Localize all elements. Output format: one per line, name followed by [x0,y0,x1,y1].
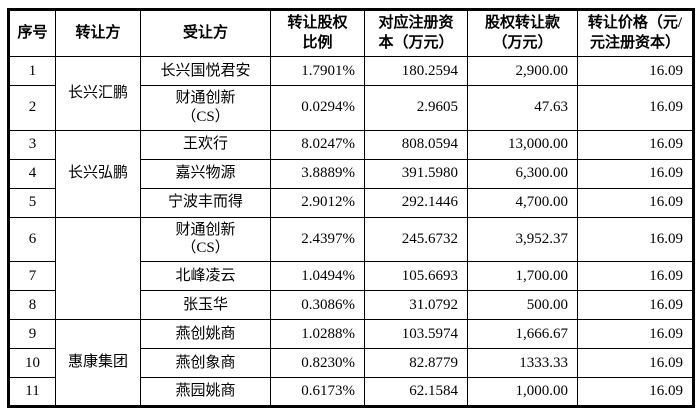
cell-transferee: 长兴国悦君安 [140,56,271,86]
cell-registered-capital: 808.0594 [364,129,468,160]
cell-transferee: 王欢行 [140,129,271,160]
cell-transfer-payment: 6,300.00 [467,158,578,189]
cell-transferee: 宁波丰而得 [140,187,271,218]
column-header-price: 转让价格（元/ 元注册资本） [577,9,694,57]
cell-transfer-price: 16.09 [577,261,694,291]
cell-serial-number: 6 [8,216,56,262]
cell-serial-number: 9 [8,319,56,349]
cell-transfer-ratio: 8.0247% [270,129,365,160]
cell-transfer-ratio: 3.8889% [270,158,365,189]
cell-registered-capital: 105.6693 [364,261,468,291]
cell-serial-number: 11 [8,377,56,407]
cell-serial-number: 4 [8,158,56,189]
cell-transfer-ratio: 0.3086% [270,290,365,320]
cell-transfer-ratio: 0.8230% [270,348,365,378]
cell-transferor [55,216,141,320]
table-body: 1 长兴汇鹏 长兴国悦君安 1.7901% 180.2594 2,900.00 16.09 2… [8,56,694,407]
cell-transfer-price: 16.09 [577,158,694,189]
cell-transfer-payment: 1333.33 [467,348,578,378]
cell-transferor: 惠康集团 [55,319,141,407]
cell-transfer-ratio: 1.0288% [270,319,365,349]
cell-transferee: 财通创新 （CS） [140,216,271,262]
table-row: 5 宁波丰而得 2.9012% 292.1446 4,700.00 16.09 [8,187,694,218]
cell-transfer-payment: 4,700.00 [467,187,578,218]
cell-transferee: 燕园姚商 [140,377,271,407]
cell-transfer-price: 16.09 [577,348,694,378]
cell-transfer-price: 16.09 [577,129,694,160]
cell-registered-capital: 391.5980 [364,158,468,189]
cell-transfer-payment: 1,666.67 [467,319,578,349]
column-header-transferor: 转让方 [55,9,141,57]
cell-transferee: 财通创新 （CS） [140,85,271,131]
column-header-payment: 股权转让款 （万元） [467,9,578,57]
cell-transferee: 燕创象商 [140,348,271,378]
cell-serial-number: 7 [8,261,56,291]
column-header-capital: 对应注册资 本（万元） [364,9,468,57]
cell-transfer-payment: 47.63 [467,85,578,131]
cell-transferor: 长兴弘鹏 [55,129,141,218]
cell-transferor: 长兴汇鹏 [55,56,141,131]
cell-registered-capital: 103.5974 [364,319,468,349]
table-row: 3 长兴弘鹏 王欢行 8.0247% 808.0594 13,000.00 16.09 [8,129,694,218]
column-header-seq: 序号 [8,9,56,57]
cell-transfer-price: 16.09 [577,187,694,218]
cell-transfer-ratio: 1.0494% [270,261,365,291]
table-row: 2 财通创新 （CS） 0.0294% 2.9605 47.63 16.09 [8,85,694,131]
cell-transfer-payment: 1,000.00 [467,377,578,407]
cell-transfer-price: 16.09 [577,377,694,407]
cell-transfer-price: 16.09 [577,56,694,86]
cell-transfer-ratio: 2.9012% [270,187,365,218]
cell-transfer-price: 16.09 [577,216,694,262]
table-header: 序号 转让方 受让方 转让股权 比例 对应注册资 本（万元） 股权转让款 （万元） 转让价格… [8,9,694,57]
cell-serial-number: 8 [8,290,56,320]
cell-serial-number: 10 [8,348,56,378]
cell-registered-capital: 2.9605 [364,85,468,131]
cell-registered-capital: 245.6732 [364,216,468,262]
cell-registered-capital: 180.2594 [364,56,468,86]
table-row: 11 燕园姚商 0.6173% 62.1584 1,000.00 16.09 [8,377,694,407]
cell-transfer-payment: 2,900.00 [467,56,578,86]
cell-transfer-price: 16.09 [577,290,694,320]
cell-registered-capital: 82.8779 [364,348,468,378]
cell-transferee: 张玉华 [140,290,271,320]
cell-serial-number: 1 [8,56,56,86]
table-row: 4 嘉兴物源 3.8889% 391.5980 6,300.00 16.09 [8,158,694,189]
cell-transferee: 嘉兴物源 [140,158,271,189]
cell-serial-number: 2 [8,85,56,131]
table-row: 6 财通创新 （CS） 2.4397% 245.6732 3,952.37 16.09 [8,216,694,320]
cell-transfer-payment: 3,952.37 [467,216,578,262]
column-header-transferee: 受让方 [140,9,271,57]
cell-transfer-price: 16.09 [577,319,694,349]
cell-transfer-payment: 1,700.00 [467,261,578,291]
cell-serial-number: 5 [8,187,56,218]
cell-transfer-ratio: 2.4397% [270,216,365,262]
table-row: 1 长兴汇鹏 长兴国悦君安 1.7901% 180.2594 2,900.00 16.09 [8,56,694,131]
cell-transfer-ratio: 1.7901% [270,56,365,86]
cell-transferee: 燕创姚商 [140,319,271,349]
cell-serial-number: 3 [8,129,56,160]
table-row: 8 张玉华 0.3086% 31.0792 500.00 16.09 [8,290,694,320]
cell-registered-capital: 31.0792 [364,290,468,320]
table-row: 10 燕创象商 0.8230% 82.8779 1333.33 16.09 [8,348,694,378]
cell-transfer-payment: 500.00 [467,290,578,320]
table-row: 9 惠康集团 燕创姚商 1.0288% 103.5974 1,666.67 16.09 [8,319,694,407]
cell-transfer-ratio: 0.6173% [270,377,365,407]
column-header-ratio: 转让股权 比例 [270,9,365,57]
cell-transfer-ratio: 0.0294% [270,85,365,131]
cell-registered-capital: 62.1584 [364,377,468,407]
cell-registered-capital: 292.1446 [364,187,468,218]
table-header-row: 序号 转让方 受让方 转让股权 比例 对应注册资 本（万元） 股权转让款 （万元） 转让价格… [8,9,694,57]
cell-transfer-price: 16.09 [577,85,694,131]
equity-transfer-table: 序号 转让方 受让方 转让股权 比例 对应注册资 本（万元） 股权转让款 （万元） 转让价格… [7,8,695,408]
cell-transferee: 北峰凌云 [140,261,271,291]
cell-transfer-payment: 13,000.00 [467,129,578,160]
